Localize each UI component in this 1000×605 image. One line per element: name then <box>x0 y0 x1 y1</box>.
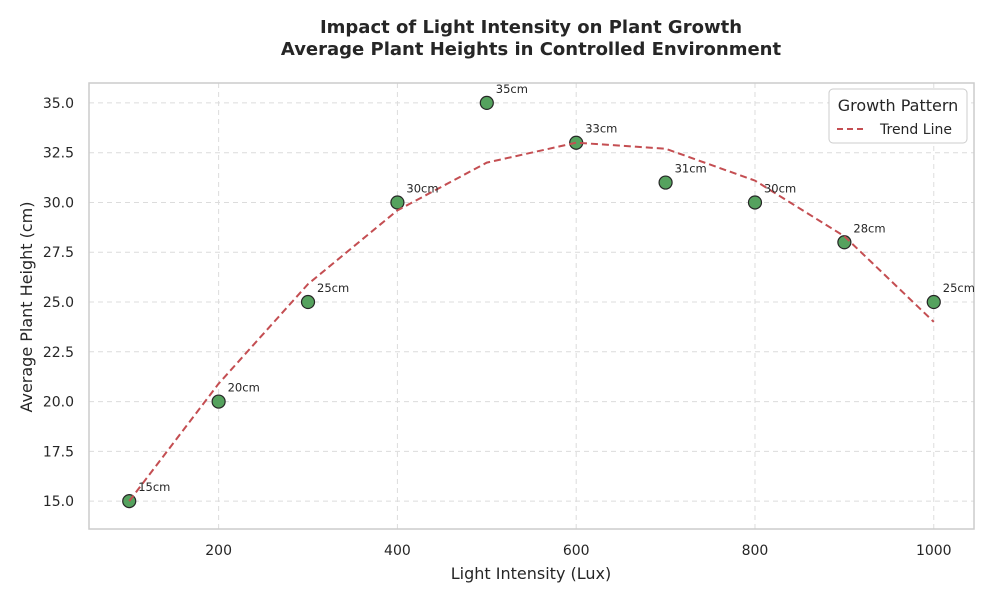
data-point <box>211 394 226 409</box>
y-tick-label: 30.0 <box>43 195 74 211</box>
y-tick-label: 32.5 <box>43 146 74 162</box>
data-label: 25cm <box>943 281 975 295</box>
legend: Growth Pattern Trend Line <box>828 88 968 144</box>
y-tick-label: 15.0 <box>43 494 74 510</box>
data-label: 28cm <box>853 221 885 235</box>
grid <box>89 83 974 529</box>
data-label: 35cm <box>496 82 528 96</box>
y-tick-label: 27.5 <box>43 245 74 261</box>
chart-subtitle: Average Plant Heights in Controlled Envi… <box>281 39 782 60</box>
axis-ticks: 200 400 600 800 1000 15.0 17.5 20.0 22.5 25.0 27.5… <box>43 96 952 559</box>
data-point <box>479 95 494 111</box>
data-point <box>926 294 941 310</box>
data-label: 15cm <box>138 480 170 494</box>
y-tick-label: 35.0 <box>43 96 74 112</box>
trend-line <box>128 141 935 502</box>
y-tick-label: 20.0 <box>43 395 74 411</box>
x-tick-label: 1000 <box>916 543 952 559</box>
plot-area <box>88 82 975 530</box>
y-tick-label: 17.5 <box>43 444 74 460</box>
series <box>122 95 941 509</box>
x-axis-label: Light Intensity (Lux) <box>451 564 611 583</box>
data-labels: 15cm 20cm 25cm 30cm 35cm 33cm 31cm 30cm 28cm 25cm <box>138 82 975 494</box>
x-tick-label: 200 <box>205 543 232 559</box>
data-point <box>658 175 673 190</box>
data-point <box>300 294 316 310</box>
x-tick-label: 800 <box>742 543 769 559</box>
data-label: 30cm <box>406 181 438 195</box>
chart-title: Impact of Light Intensity on Plant Growt… <box>320 17 742 38</box>
data-label: 30cm <box>764 181 796 195</box>
data-point <box>747 195 763 210</box>
data-label: 33cm <box>585 122 617 136</box>
legend-box <box>828 88 968 144</box>
legend-entry-trend-line: Trend Line <box>879 122 952 138</box>
data-label: 20cm <box>228 381 260 395</box>
data-point <box>837 235 852 250</box>
x-tick-label: 400 <box>384 543 411 559</box>
legend-title: Growth Pattern <box>838 96 959 115</box>
x-tick-label: 600 <box>563 543 590 559</box>
data-point <box>390 195 405 210</box>
y-tick-label: 25.0 <box>43 295 74 311</box>
y-axis-label: Average Plant Height (cm) <box>17 201 36 412</box>
data-label: 25cm <box>317 281 349 295</box>
data-label: 31cm <box>675 162 707 176</box>
y-tick-label: 22.5 <box>43 345 74 361</box>
